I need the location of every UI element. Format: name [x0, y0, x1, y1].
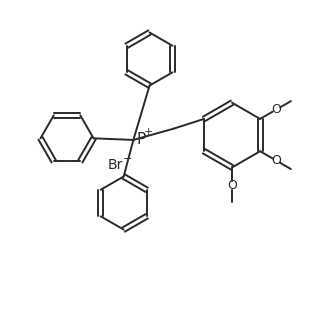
- Text: P: P: [136, 133, 146, 147]
- Text: Br: Br: [108, 158, 123, 172]
- Text: +: +: [144, 127, 153, 137]
- Text: O: O: [271, 103, 281, 116]
- Text: O: O: [271, 154, 281, 167]
- Text: O: O: [227, 179, 237, 192]
- Text: −: −: [123, 154, 133, 164]
